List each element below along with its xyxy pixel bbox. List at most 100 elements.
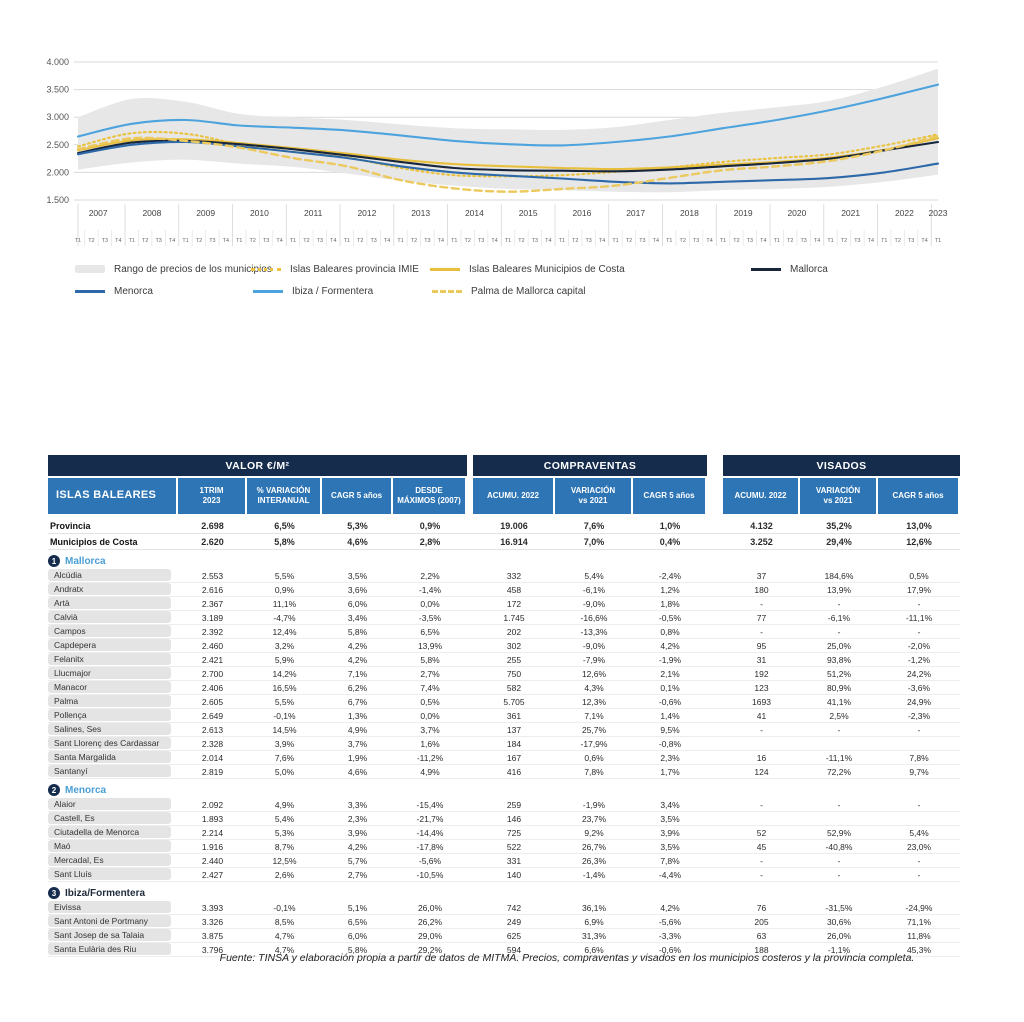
group-title-compraventas: COMPRAVENTAS <box>473 455 707 476</box>
x-axis-quarter-label: T3 <box>639 238 645 244</box>
x-axis-quarter-label: T1 <box>827 238 833 244</box>
row-name-cell: Sant Josep de sa Talaia <box>48 929 178 943</box>
row-name: Municipios de Costa <box>50 536 138 547</box>
table-cell: 3,5% <box>660 842 680 852</box>
table-cell: 17,9% <box>906 585 932 595</box>
x-axis-quarter-label: T1 <box>182 238 188 244</box>
row-name-cell: Mercadal, Es <box>48 854 178 868</box>
row-name: Manacor <box>48 681 171 693</box>
table-cell: - <box>760 725 763 735</box>
row-name: Capdepera <box>48 639 171 651</box>
x-axis-year-label: 2020 <box>787 208 806 218</box>
table-cell: 26,0% <box>417 903 443 913</box>
table-cell: 3.796 <box>201 945 224 955</box>
row-name: Artà <box>48 597 171 609</box>
table-cell: 24,9% <box>906 697 932 707</box>
column-header: VARIACIÓN vs 2021 <box>555 478 633 514</box>
table-cell: -14,4% <box>416 828 444 838</box>
table-cell: -6,1% <box>582 585 606 595</box>
x-axis-quarter-label: T4 <box>921 238 927 244</box>
row-name: Ciutadella de Menorca <box>48 826 171 838</box>
table-cell: 184 <box>506 739 522 749</box>
table-cell: 51,2% <box>826 669 852 679</box>
legend-line-swatch-icon <box>251 267 281 271</box>
x-axis-quarter-label: T3 <box>155 238 161 244</box>
table-cell: 5,5% <box>274 571 295 581</box>
table-cell: - <box>917 800 921 810</box>
table-cell: 2.092 <box>201 800 224 810</box>
x-axis-year-label: 2008 <box>142 208 161 218</box>
table-cell: -0,1% <box>273 711 296 721</box>
table-cell: 26,7% <box>581 842 607 852</box>
table-cell: -2,3% <box>907 711 931 721</box>
table-cell: -17,8% <box>416 842 444 852</box>
table-cell: 4,2% <box>347 641 368 651</box>
table-cell: 6,5% <box>274 520 295 531</box>
section-label: Mallorca <box>65 555 106 567</box>
section-label: Menorca <box>65 784 107 796</box>
table-cell: 36,1% <box>581 903 607 913</box>
row-name: Sant Josep de sa Talaia <box>48 929 171 941</box>
row-name: Maó <box>48 840 171 852</box>
table-cell: 361 <box>506 711 522 721</box>
x-axis-quarter-label: T4 <box>868 238 874 244</box>
table-cell: - <box>917 725 921 735</box>
source-note: Fuente: TINSA y elaboración propia a par… <box>219 952 915 964</box>
row-name-cell: Calvià <box>48 611 178 625</box>
x-axis-quarter-label: T4 <box>760 238 766 244</box>
row-name-cell: Eivissa <box>48 901 178 915</box>
table-cell: 2.440 <box>201 856 224 866</box>
table-cell: - <box>760 599 763 609</box>
table-cell: 7,8% <box>584 767 604 777</box>
table-cell: 4,2% <box>660 903 680 913</box>
table-cell: 77 <box>756 613 767 623</box>
table-cell: - <box>837 627 841 637</box>
table-cell: 750 <box>506 669 522 679</box>
table-cell: 37 <box>756 571 767 581</box>
row-name-cell: Felanitx <box>48 653 178 667</box>
series-line-palma-de-mallorca-capital <box>76 134 940 193</box>
table-cell: 14,5% <box>272 725 297 735</box>
table-cell: 11,8% <box>907 931 931 941</box>
table-cell: -1,2% <box>907 655 931 665</box>
legend-item: Ibiza / Formentera <box>253 284 373 298</box>
table-cell: 3,9% <box>274 739 295 749</box>
section-header-menorca: 2 Menorca <box>48 782 960 798</box>
x-axis-year-label: 2023 <box>929 208 948 218</box>
table-column-header-row: ISLAS BALEARES 1TRIM 2023% VARIACIÓN INTE… <box>48 478 960 514</box>
x-axis-quarter-label: T1 <box>935 238 941 244</box>
table-cell: 0,0% <box>420 711 440 721</box>
table-cell: 1,3% <box>347 711 368 721</box>
x-axis-year-label: 2016 <box>572 208 591 218</box>
x-axis-year-label: 2012 <box>357 208 376 218</box>
x-axis-quarter-label: T4 <box>276 238 282 244</box>
legend-label: Palma de Mallorca capital <box>471 285 586 297</box>
table-cell: 3,3% <box>347 800 368 810</box>
table-cell: 2,1% <box>660 669 680 679</box>
x-axis-quarter-label: T4 <box>545 238 551 244</box>
table-cell: 2.649 <box>201 711 224 721</box>
table-cell: 12,5% <box>272 856 297 866</box>
row-name: Alaior <box>48 798 171 810</box>
table-cell: 5,7% <box>347 856 368 866</box>
table-cell: 9,7% <box>909 767 929 777</box>
row-name-cell: Maó <box>48 840 178 854</box>
x-axis-quarter-label: T2 <box>357 238 363 244</box>
table-cell: 35,2% <box>826 520 852 531</box>
column-header: ACUMU. 2022 <box>473 478 555 514</box>
table-cell: 2.406 <box>201 683 224 693</box>
x-axis-year-label: 2007 <box>89 208 108 218</box>
table-cell: 1,4% <box>660 711 680 721</box>
table-cell: 3,4% <box>347 613 368 623</box>
table-cell: - <box>837 856 841 866</box>
legend-label: Mallorca <box>790 263 828 275</box>
x-axis-quarter-label: T2 <box>626 238 632 244</box>
table-cell: -1,4% <box>418 585 442 595</box>
table-row: Sant Lluís 2.427 2,6% 2,7% -10,5% 140 -1,4% -4,… <box>48 868 960 882</box>
table-cell: -5,6% <box>418 856 442 866</box>
table-cell: 0,1% <box>660 683 680 693</box>
row-name: Palma <box>48 695 171 707</box>
table-cell: 5,8% <box>347 627 368 637</box>
table-row: Palma 2.605 5,5% 6,7% 0,5% 5.705 12,3% -0,6% 169… <box>48 695 960 709</box>
table-row: Andratx 2.616 0,9% 3,6% -1,4% 458 -6,1% 1,2% 180… <box>48 583 960 597</box>
